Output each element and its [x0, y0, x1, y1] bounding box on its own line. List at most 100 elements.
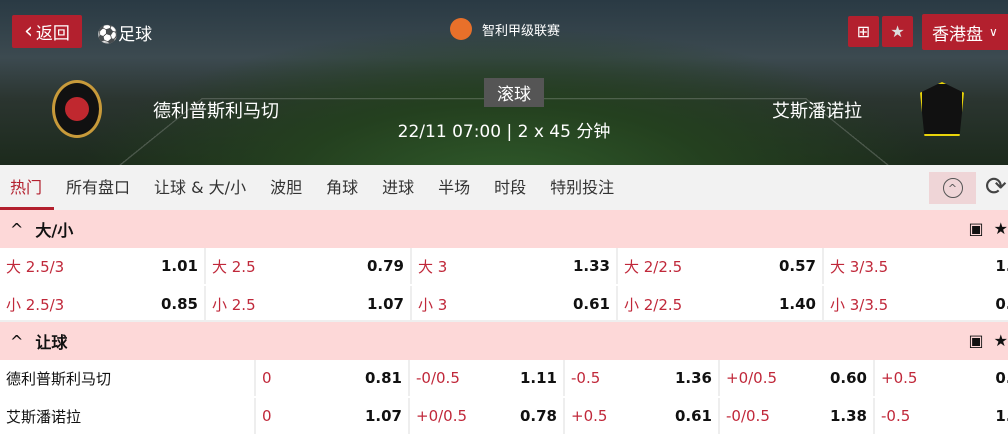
- odds-cell[interactable]: 小 2/2.5 1.40: [618, 286, 824, 322]
- odds-cell[interactable]: 大 3/3.5 1.6: [824, 248, 1008, 284]
- odds-value: 1.6: [995, 257, 1008, 275]
- odds-value: 1.40: [778, 295, 816, 313]
- odds-value: 0.61: [572, 295, 610, 313]
- odds-cell[interactable]: -0/0.5 1.11: [410, 360, 565, 396]
- odds-cell[interactable]: 小 3 0.61: [412, 286, 618, 322]
- odds-value: 1.36: [674, 369, 712, 387]
- star-icon: ★: [890, 22, 905, 41]
- odds-cell[interactable]: 大 2.5 0.79: [206, 248, 412, 284]
- odds-value: 0.60: [829, 369, 867, 387]
- table-row: 小 2.5/3 0.85 小 2.5 1.07 小 3 0.61 小 2/2.5 1.40 小 …: [0, 286, 1008, 322]
- field-view-button[interactable]: ⊞: [848, 16, 879, 47]
- back-button[interactable]: ‹ 返回: [12, 15, 82, 48]
- star-icon[interactable]: ★: [993, 219, 1008, 238]
- odds-cell[interactable]: +0/0.5 0.78: [410, 398, 565, 434]
- tab-7[interactable]: 时段: [494, 178, 527, 197]
- odds-line: 大 3/3.5: [830, 257, 889, 276]
- odds-cell[interactable]: -0.5 1.36: [565, 360, 720, 396]
- odds-value: 0.81: [364, 369, 402, 387]
- team-name: 德利普斯利马切: [0, 360, 256, 396]
- tab-0[interactable]: 热门: [0, 165, 55, 210]
- odds-value: 1.01: [160, 257, 198, 275]
- chevron-up-icon: ^: [942, 178, 963, 198]
- odds-line: -0/0.5: [726, 407, 770, 425]
- odds-line: 大 2/2.5: [624, 257, 683, 276]
- odds-value: 1.6: [995, 407, 1008, 425]
- match-datetime: 22/11 07:00 | 2 x 45 分钟: [397, 122, 611, 142]
- star-icon[interactable]: ★: [993, 331, 1008, 350]
- favorite-button[interactable]: ★: [882, 16, 913, 47]
- odds-line: 小 3: [418, 295, 448, 314]
- cash-icon[interactable]: ▣: [968, 219, 984, 238]
- odds-cell[interactable]: -0.5 1.6: [875, 398, 1008, 434]
- table-row: 德利普斯利马切 0 0.81 -0/0.5 1.11 -0.5 1.36 +0/0.5 0.60…: [0, 360, 1008, 396]
- odds-line: 小 3/3.5: [830, 295, 889, 314]
- odds-value: 0.4: [995, 369, 1008, 387]
- odds-line: 小 2.5/3: [6, 295, 65, 314]
- table-row: 大 2.5/3 1.01 大 2.5 0.79 大 3 1.33 大 2/2.5 0.57 大 …: [0, 248, 1008, 284]
- refresh-icon[interactable]: ⟳: [985, 172, 1007, 202]
- market-type-dropdown[interactable]: 香港盘 ∨: [922, 14, 1008, 50]
- home-team-logo: [52, 80, 102, 138]
- chevron-down-icon: ∨: [989, 25, 998, 39]
- away-team-name: 艾斯潘诺拉: [772, 101, 862, 122]
- odds-cell[interactable]: 0 1.07: [256, 398, 410, 434]
- tab-8[interactable]: 特别投注: [550, 178, 615, 197]
- odds-line: 大 2.5/3: [6, 257, 65, 276]
- collapse-all-button[interactable]: ^: [929, 172, 976, 204]
- odds-value: 0.4: [995, 295, 1008, 313]
- odds-line: -0.5: [571, 369, 601, 387]
- odds-cell[interactable]: 大 2/2.5 0.57: [618, 248, 824, 284]
- tab-5[interactable]: 进球: [382, 178, 415, 197]
- odds-cell[interactable]: 小 2.5 1.07: [206, 286, 412, 322]
- odds-cell[interactable]: 大 3 1.33: [412, 248, 618, 284]
- odds-line: +0.5: [881, 369, 918, 387]
- tab-3[interactable]: 波胆: [270, 178, 303, 197]
- section-over-under[interactable]: ^ 大/小 ▣ ★: [0, 210, 1008, 248]
- odds-cell[interactable]: +0.5 0.4: [875, 360, 1008, 396]
- odds-cell[interactable]: 小 3/3.5 0.4: [824, 286, 1008, 322]
- odds-line: 大 3: [418, 257, 448, 276]
- odds-line: +0.5: [571, 407, 608, 425]
- tab-4[interactable]: 角球: [326, 178, 359, 197]
- odds-value: 1.11: [519, 369, 557, 387]
- league-logo-icon: [450, 18, 472, 40]
- soccer-ball-icon: ⚽: [97, 25, 119, 45]
- chevron-up-icon: ^: [10, 219, 24, 239]
- odds-line: 0: [262, 369, 272, 387]
- odds-cell[interactable]: +0/0.5 0.60: [720, 360, 875, 396]
- odds-cell[interactable]: 大 2.5/3 1.01: [0, 248, 206, 284]
- odds-line: 小 2.5: [212, 295, 256, 314]
- odds-line: -0.5: [881, 407, 911, 425]
- market-tabs: 热门 所有盘口 让球 & 大/小 波胆 角球 进球 半场 时段 特别投注: [0, 165, 1008, 210]
- odds-line: +0/0.5: [416, 407, 468, 425]
- odds-value: 0.57: [778, 257, 816, 275]
- home-team-name: 德利普斯利马切: [153, 101, 279, 122]
- pitch-icon: ⊞: [856, 22, 871, 41]
- sport-label: ⚽足球: [97, 25, 153, 45]
- away-team-logo: [920, 82, 964, 136]
- odds-value: 1.07: [364, 407, 402, 425]
- odds-value: 0.85: [160, 295, 198, 313]
- odds-value: 0.61: [674, 407, 712, 425]
- odds-line: 大 2.5: [212, 257, 256, 276]
- odds-cell[interactable]: 0 0.81: [256, 360, 410, 396]
- odds-value: 1.33: [572, 257, 610, 275]
- live-badge: 滚球: [484, 78, 544, 107]
- section-handicap[interactable]: ^ 让球 ▣ ★: [0, 322, 1008, 360]
- cash-icon[interactable]: ▣: [968, 331, 984, 350]
- chevron-left-icon: ‹: [24, 19, 33, 44]
- odds-cell[interactable]: -0/0.5 1.38: [720, 398, 875, 434]
- team-name: 艾斯潘诺拉: [0, 398, 256, 434]
- odds-value: 0.78: [519, 407, 557, 425]
- odds-line: -0/0.5: [416, 369, 460, 387]
- odds-cell[interactable]: +0.5 0.61: [565, 398, 720, 434]
- tab-1[interactable]: 所有盘口: [66, 178, 131, 197]
- odds-line: +0/0.5: [726, 369, 778, 387]
- tab-2[interactable]: 让球 & 大/小: [154, 178, 247, 197]
- odds-line: 小 2/2.5: [624, 295, 683, 314]
- odds-cell[interactable]: 小 2.5/3 0.85: [0, 286, 206, 322]
- tab-6[interactable]: 半场: [438, 178, 471, 197]
- divider: [0, 320, 1008, 322]
- odds-value: 1.07: [366, 295, 404, 313]
